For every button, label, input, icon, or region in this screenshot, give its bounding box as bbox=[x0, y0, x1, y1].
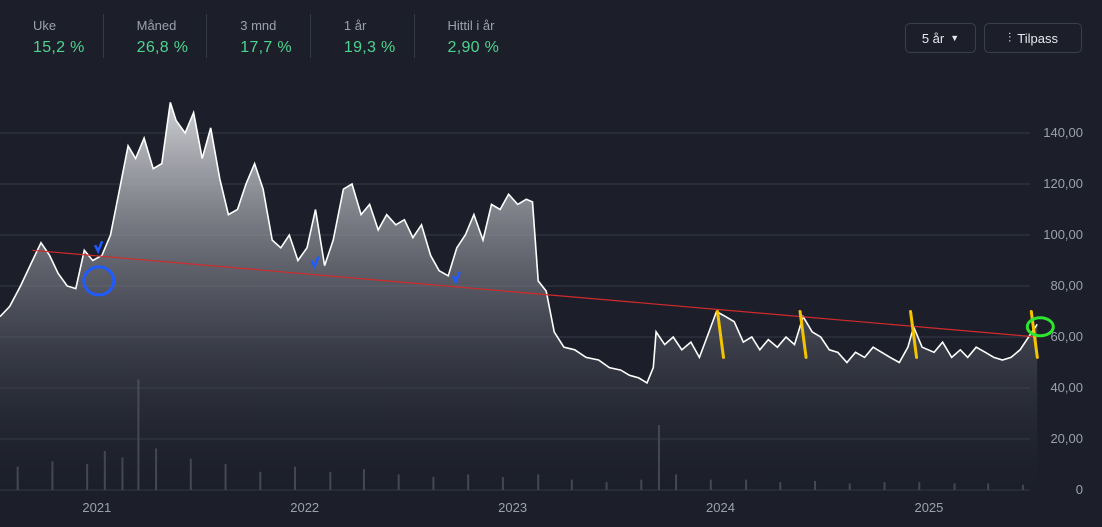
y-tick-label: 0 bbox=[1076, 482, 1083, 497]
stat-1-year: 1 år 19,3 % bbox=[309, 14, 414, 58]
y-tick-label: 140,00 bbox=[1043, 125, 1083, 140]
y-tick-label: 120,00 bbox=[1043, 176, 1083, 191]
stat-month: Måned 26,8 % bbox=[102, 14, 207, 58]
stat-value: 2,90 % bbox=[447, 39, 500, 56]
x-tick-label: 2023 bbox=[498, 500, 527, 515]
annotations bbox=[32, 240, 1055, 359]
y-tick-label: 20,00 bbox=[1050, 431, 1083, 446]
stat-label: 1 år bbox=[343, 18, 367, 33]
customize-button[interactable]: ⫶ Tilpass bbox=[984, 23, 1082, 53]
x-tick-label: 2021 bbox=[82, 500, 111, 515]
stat-week: Uke 15,2 % bbox=[0, 14, 103, 58]
period-dropdown[interactable]: 5 år ▼ bbox=[905, 23, 976, 53]
blue-check bbox=[310, 256, 320, 270]
y-axis: 0 20,00 40,00 60,00 80,00 100,00 120,00 140,00 bbox=[1043, 125, 1083, 497]
blue-check bbox=[451, 271, 461, 285]
stat-value: 19,3 % bbox=[343, 39, 396, 56]
price-fill bbox=[0, 102, 1038, 491]
y-tick-label: 100,00 bbox=[1043, 227, 1083, 242]
stat-3-months: 3 mnd 17,7 % bbox=[206, 14, 310, 58]
blue-check bbox=[93, 240, 104, 255]
price-line bbox=[0, 102, 1038, 385]
stat-label: 3 mnd bbox=[240, 18, 277, 33]
stat-label: Måned bbox=[136, 18, 177, 33]
green-circle bbox=[1025, 316, 1055, 338]
stat-value: 26,8 % bbox=[136, 39, 189, 56]
sliders-icon: ⫶ bbox=[1008, 30, 1012, 45]
yellow-mark bbox=[798, 310, 808, 359]
stat-value: 15,2 % bbox=[33, 39, 85, 56]
x-axis: 2021 2022 2023 2024 2025 bbox=[82, 500, 943, 515]
price-area bbox=[0, 102, 1038, 491]
y-tick-label: 80,00 bbox=[1050, 278, 1083, 293]
caret-down-icon: ▼ bbox=[950, 33, 960, 43]
trendline bbox=[32, 249, 1038, 338]
stat-ytd: Hittil i år 2,90 % bbox=[413, 14, 518, 58]
blue-circle bbox=[82, 265, 116, 297]
y-tick-label: 40,00 bbox=[1050, 380, 1083, 395]
stats-row: Uke 15,2 % Måned 26,8 % 3 mnd 17,7 % 1 å… bbox=[0, 14, 517, 58]
stat-label: Uke bbox=[33, 18, 57, 33]
x-tick-label: 2025 bbox=[914, 500, 943, 515]
x-tick-label: 2022 bbox=[290, 500, 319, 515]
stat-label: Hittil i år bbox=[447, 18, 495, 33]
yellow-mark bbox=[715, 310, 725, 359]
x-tick-label: 2024 bbox=[706, 500, 735, 515]
y-tick-label: 60,00 bbox=[1050, 329, 1083, 344]
stat-value: 17,7 % bbox=[240, 39, 292, 56]
customize-label: Tilpass bbox=[1017, 30, 1058, 46]
period-label: 5 år bbox=[921, 30, 945, 46]
yellow-mark bbox=[909, 310, 919, 359]
